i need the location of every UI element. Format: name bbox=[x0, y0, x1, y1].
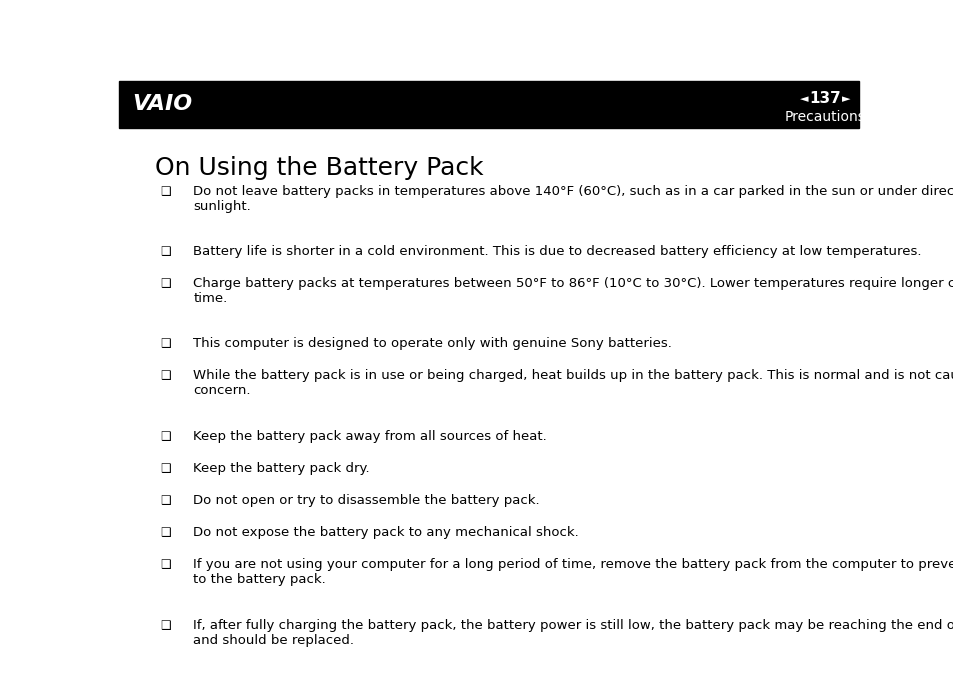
Text: ►: ► bbox=[841, 94, 849, 104]
Text: ❑: ❑ bbox=[160, 526, 171, 539]
Text: ❑: ❑ bbox=[160, 337, 171, 350]
Text: ❑: ❑ bbox=[160, 558, 171, 572]
Text: ❑: ❑ bbox=[160, 494, 171, 507]
Text: If you are not using your computer for a long period of time, remove the battery: If you are not using your computer for a… bbox=[193, 558, 953, 586]
Text: 137: 137 bbox=[808, 91, 841, 106]
Text: On Using the Battery Pack: On Using the Battery Pack bbox=[154, 156, 483, 180]
Text: ❑: ❑ bbox=[160, 185, 171, 197]
Text: VAIO: VAIO bbox=[132, 94, 193, 114]
Text: Keep the battery pack away from all sources of heat.: Keep the battery pack away from all sour… bbox=[193, 429, 546, 443]
Text: ❑: ❑ bbox=[160, 277, 171, 290]
Text: While the battery pack is in use or being charged, heat builds up in the battery: While the battery pack is in use or bein… bbox=[193, 369, 953, 398]
Text: ❑: ❑ bbox=[160, 429, 171, 443]
Text: Battery life is shorter in a cold environment. This is due to decreased battery : Battery life is shorter in a cold enviro… bbox=[193, 245, 921, 258]
Text: ◄: ◄ bbox=[800, 94, 808, 104]
Text: ❑: ❑ bbox=[160, 619, 171, 632]
Text: If, after fully charging the battery pack, the battery power is still low, the b: If, after fully charging the battery pac… bbox=[193, 619, 953, 646]
Text: ❑: ❑ bbox=[160, 462, 171, 474]
Text: Precautions: Precautions bbox=[784, 111, 865, 124]
Bar bbox=[119, 81, 858, 127]
Text: Charge battery packs at temperatures between 50°F to 86°F (10°C to 30°C). Lower : Charge battery packs at temperatures bet… bbox=[193, 277, 953, 305]
Text: Do not expose the battery pack to any mechanical shock.: Do not expose the battery pack to any me… bbox=[193, 526, 578, 539]
Text: Keep the battery pack dry.: Keep the battery pack dry. bbox=[193, 462, 370, 474]
Text: Do not open or try to disassemble the battery pack.: Do not open or try to disassemble the ba… bbox=[193, 494, 539, 507]
Text: This computer is designed to operate only with genuine Sony batteries.: This computer is designed to operate onl… bbox=[193, 337, 671, 350]
Text: ❑: ❑ bbox=[160, 369, 171, 382]
Text: Do not leave battery packs in temperatures above 140°F (60°C), such as in a car : Do not leave battery packs in temperatur… bbox=[193, 185, 953, 213]
Text: ❑: ❑ bbox=[160, 245, 171, 258]
